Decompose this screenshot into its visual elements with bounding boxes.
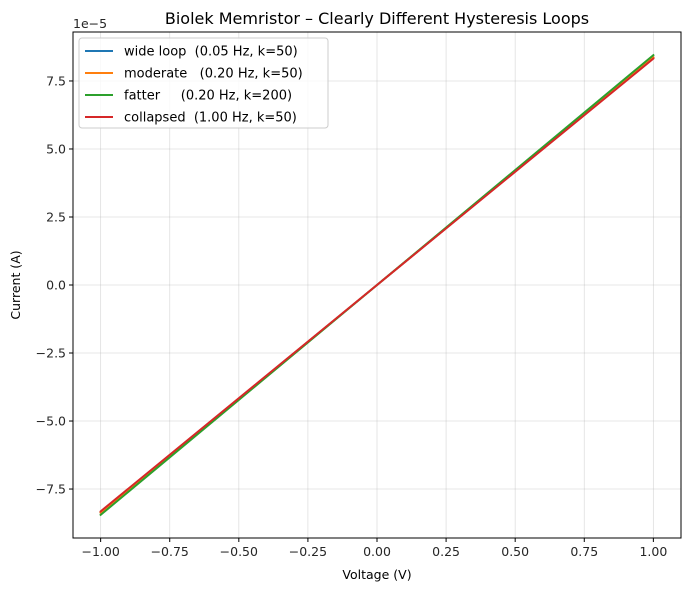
y-tick-label: 0.0 (46, 278, 66, 293)
y-offset-text: 1e−5 (73, 16, 107, 31)
y-tick-label: −7.5 (36, 482, 66, 497)
legend: wide loop (0.05 Hz, k=50) moderate (0.20 … (78, 37, 329, 129)
x-axis-label: Voltage (V) (342, 567, 411, 582)
x-tick-label: 0.75 (570, 544, 598, 559)
y-axis-label: Current (A) (8, 250, 23, 319)
legend-label-2: moderate (0.20 Hz, k=50) (124, 67, 303, 82)
y-tick-label: −2.5 (36, 346, 66, 361)
y-tick-label: 2.5 (46, 209, 66, 224)
y-tick-label: 5.0 (46, 141, 66, 156)
chart-title: Biolek Memristor – Clearly Different Hys… (165, 9, 589, 28)
x-tick-label: −0.25 (289, 544, 327, 559)
series-line-4 (99, 57, 655, 513)
x-tick-label: −1.00 (81, 544, 119, 559)
legend-label-4: collapsed (1.00 Hz, k=50) (124, 111, 297, 126)
x-tick-label: −0.75 (151, 544, 189, 559)
x-tick-label: 1.00 (639, 544, 667, 559)
x-tick-label: 0.25 (432, 544, 460, 559)
x-tick-label: 0.00 (363, 544, 391, 559)
x-tick-label: 0.50 (501, 544, 529, 559)
legend-label-3: fatter (0.20 Hz, k=200) (124, 89, 292, 104)
legend-label-1: wide loop (0.05 Hz, k=50) (124, 45, 298, 60)
y-tick-label: 7.5 (46, 73, 66, 88)
x-tick-label: −0.50 (220, 544, 258, 559)
series-layer (99, 53, 655, 517)
ticks-layer: −1.00 −0.75 −0.50 −0.25 0.00 0.25 0.50 0.75 1.00… (36, 73, 668, 559)
y-tick-label: −5.0 (36, 414, 66, 429)
legend-box (78, 37, 329, 129)
